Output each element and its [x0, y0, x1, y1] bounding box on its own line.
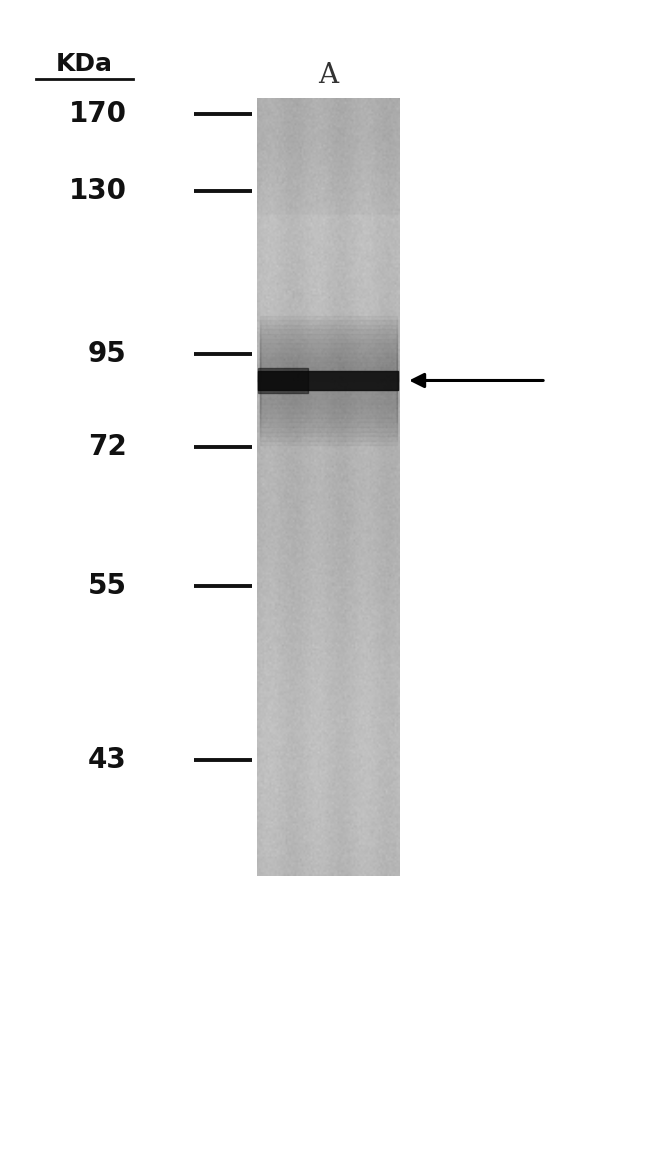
Text: 95: 95 — [88, 340, 127, 368]
Bar — [258, 368, 308, 393]
Bar — [260, 353, 396, 408]
Text: 170: 170 — [69, 100, 127, 128]
Text: KDa: KDa — [56, 52, 113, 75]
Bar — [260, 325, 396, 436]
Bar — [260, 362, 396, 399]
Bar — [260, 367, 396, 394]
Text: 130: 130 — [69, 177, 127, 205]
Bar — [260, 329, 396, 432]
Bar — [260, 357, 396, 404]
Text: 43: 43 — [88, 746, 127, 774]
Bar — [260, 348, 396, 413]
Bar — [260, 343, 396, 418]
Bar — [258, 371, 398, 390]
Bar — [260, 316, 396, 445]
Bar — [260, 334, 396, 427]
Bar — [260, 339, 396, 422]
Text: 72: 72 — [88, 433, 127, 461]
Bar — [260, 320, 396, 441]
Text: A: A — [318, 61, 338, 89]
Text: 55: 55 — [88, 572, 127, 600]
